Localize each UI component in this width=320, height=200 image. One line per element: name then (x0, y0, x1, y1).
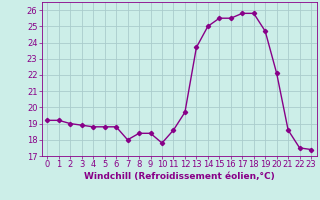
X-axis label: Windchill (Refroidissement éolien,°C): Windchill (Refroidissement éolien,°C) (84, 172, 275, 181)
